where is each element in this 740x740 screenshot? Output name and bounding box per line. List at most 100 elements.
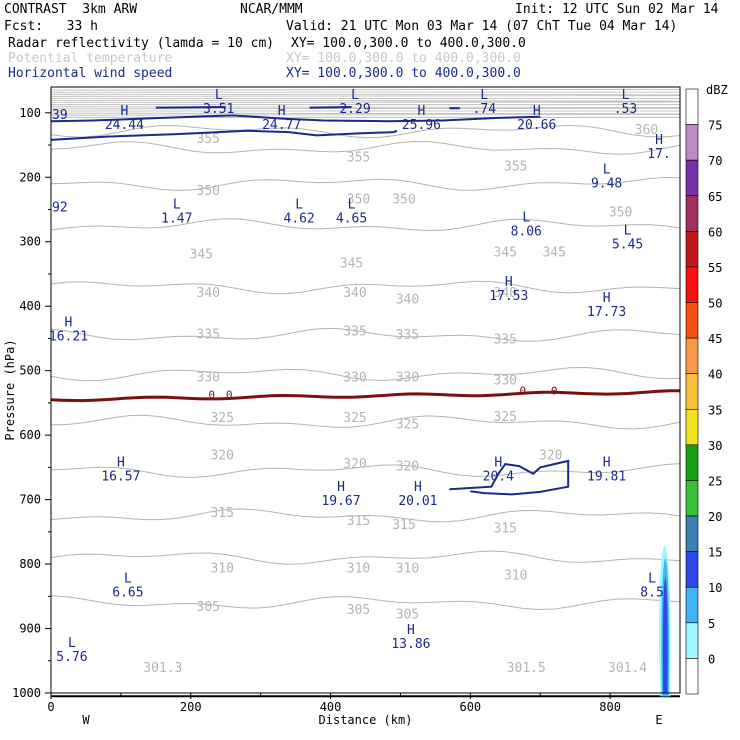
theta-label: 320 <box>343 457 366 472</box>
theta-label: 330 <box>494 374 517 389</box>
extremum-marker: H <box>417 104 425 119</box>
theta-label: 325 <box>210 411 233 426</box>
extremum-marker: H <box>337 480 345 495</box>
theta-label: 350 <box>197 184 220 199</box>
extremum-marker: L <box>522 211 530 226</box>
extremum-value: 19.81 <box>587 470 626 485</box>
colorbar-swatch <box>685 551 699 588</box>
extremum-marker: L <box>348 198 356 213</box>
edge-value-fragment: 39 <box>52 108 68 123</box>
theta-label: 340 <box>494 286 517 301</box>
extremum-marker: H <box>117 456 125 471</box>
colorbar-swatch <box>685 480 699 517</box>
extremum-value: 8.06 <box>511 225 542 240</box>
x-end-label-east: E <box>655 713 662 727</box>
colorbar-label: 25 <box>708 474 722 488</box>
theta-label: 320 <box>539 448 562 463</box>
colorbar-label: 55 <box>708 261 722 275</box>
theta-label: 330 <box>343 370 366 385</box>
colorbar-swatch <box>685 408 699 446</box>
extremum-value: 5.76 <box>56 650 87 665</box>
extremum-marker: H <box>533 104 541 119</box>
extremum-value: 20.66 <box>517 118 556 133</box>
colorbar-label: 20 <box>708 510 722 524</box>
colorbar-swatch <box>685 658 699 695</box>
extremum-value: 20.01 <box>398 494 437 509</box>
colorbar-swatch <box>685 302 699 339</box>
extremum-value: 4.62 <box>283 212 314 227</box>
colorbar-label: 75 <box>708 119 722 133</box>
colorbar-label: 5 <box>708 617 715 631</box>
extremum-marker: H <box>120 104 128 119</box>
theta-contour-upper <box>50 112 681 115</box>
theta-label: 340 <box>197 286 220 301</box>
colorbar-swatch <box>685 515 699 552</box>
zero-contour-label: 0 <box>551 384 558 397</box>
extremum-value: 4.65 <box>336 212 367 227</box>
extremum-marker: L <box>124 572 132 587</box>
extremum-marker: H <box>603 456 611 471</box>
forecast-hour: Fcst: 33 h <box>4 19 98 34</box>
wind-speed-contour <box>50 129 398 141</box>
extremum-value: 8.5 <box>640 586 663 601</box>
theta-label: 340 <box>343 286 366 301</box>
extremum-marker: H <box>278 104 286 119</box>
extremum-marker: L <box>648 572 656 587</box>
theta-contour-upper <box>50 93 681 96</box>
theta-label: 325 <box>396 418 419 433</box>
extremum-value: 13.86 <box>391 637 430 652</box>
theta-label: 320 <box>396 459 419 474</box>
theta-label: 301.4 <box>608 661 647 676</box>
extremum-marker: H <box>655 133 663 148</box>
field-theta-xy: XY= 100.0,300.0 to 400.0,300.0 <box>286 51 521 66</box>
extremum-value: 16.21 <box>49 330 88 345</box>
field-wind-xy: XY= 100.0,300.0 to 400.0,300.0 <box>286 66 521 81</box>
extremum-value: .53 <box>614 102 637 117</box>
theta-label: 315 <box>392 518 415 533</box>
colorbar-label: 45 <box>708 332 722 346</box>
theta-label: 301.5 <box>507 661 546 676</box>
colorbar-swatch <box>685 586 699 624</box>
colorbar-swatch <box>685 444 699 481</box>
plot-frame <box>50 86 681 694</box>
y-tick-label: 900 <box>19 622 41 636</box>
theta-label: 350 <box>392 193 415 208</box>
theta-contour-upper <box>50 100 681 102</box>
field-wind-label: Horizontal wind speed <box>8 66 173 81</box>
theta-label: 305 <box>347 603 370 618</box>
extremum-value: 24.77 <box>262 118 301 133</box>
valid-time: Valid: 21 UTC Mon 03 Mar 14 (07 ChT Tue … <box>286 19 678 34</box>
y-tick-label: 600 <box>19 428 41 442</box>
theta-label: 330 <box>396 370 419 385</box>
y-tick-label: 700 <box>19 493 41 507</box>
colorbar-label: 30 <box>708 439 722 453</box>
theta-label: 360 <box>635 123 658 138</box>
theta-contour <box>50 140 681 155</box>
field-reflectivity-label: Radar reflectivity (lamda = 10 cm) <box>8 36 275 51</box>
y-tick-label: 800 <box>19 557 41 571</box>
colorbar-label: 10 <box>708 581 722 595</box>
colorbar-unit: dBZ <box>706 83 728 97</box>
theta-contour-upper <box>50 89 681 91</box>
field-theta-label: Potential temperature <box>8 51 173 66</box>
theta-contour <box>50 280 681 295</box>
x-tick-label: 400 <box>320 700 342 714</box>
wind-speed-contour <box>309 105 352 109</box>
extremum-value: 6.65 <box>112 586 143 601</box>
theta-contour <box>50 327 681 342</box>
extremum-marker: L <box>351 88 359 103</box>
theta-contour <box>50 463 681 479</box>
extremum-marker: H <box>505 275 513 290</box>
x-tick-label: 800 <box>599 700 621 714</box>
colorbar-swatch <box>685 88 699 125</box>
organization: NCAR/MMM <box>240 2 303 17</box>
colorbar-label: 70 <box>708 154 722 168</box>
theta-contour <box>50 176 681 192</box>
theta-contour <box>50 414 681 430</box>
y-tick-label: 400 <box>19 299 41 313</box>
theta-label: 301.3 <box>143 661 182 676</box>
plot-area <box>51 87 680 693</box>
theta-label: 355 <box>347 151 370 166</box>
theta-contour <box>50 508 681 523</box>
